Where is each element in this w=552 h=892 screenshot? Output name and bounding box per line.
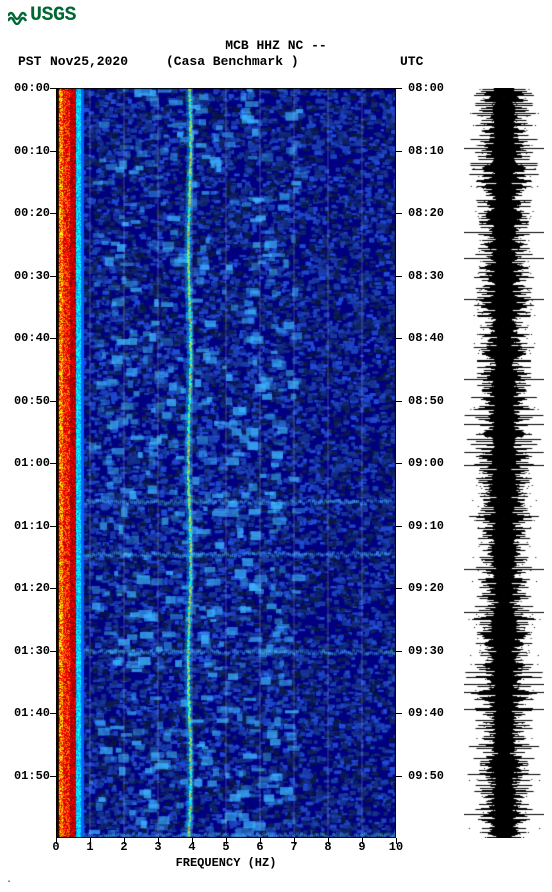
y-label-utc: 09:10: [408, 519, 458, 533]
y-label-pst: 01:20: [0, 581, 50, 595]
y-label-utc: 08:00: [408, 81, 458, 95]
date-label: Nov25,2020: [50, 54, 128, 69]
x-axis-title: FREQUENCY (HZ): [56, 856, 396, 870]
y-label-pst: 01:10: [0, 519, 50, 533]
spectrogram-plot: [56, 88, 396, 838]
y-label-utc: 09:20: [408, 581, 458, 595]
y-label-pst: 01:00: [0, 456, 50, 470]
waveform-plot: [464, 88, 544, 838]
y-label-utc: 09:40: [408, 706, 458, 720]
plot-title: MCB HHZ NC --: [0, 38, 552, 53]
y-label-utc: 08:40: [408, 331, 458, 345]
y-label-utc: 08:10: [408, 144, 458, 158]
y-label-pst: 00:20: [0, 206, 50, 220]
y-label-utc: 09:30: [408, 644, 458, 658]
y-label-pst: 00:40: [0, 331, 50, 345]
usgs-wave-icon: [8, 9, 28, 23]
y-label-pst: 00:00: [0, 81, 50, 95]
y-label-utc: 08:50: [408, 394, 458, 408]
usgs-logo: USGS: [8, 4, 76, 27]
waveform-canvas: [464, 88, 544, 838]
y-label-utc: 08:30: [408, 269, 458, 283]
y-label-utc: 09:00: [408, 456, 458, 470]
footer-mark: ·: [6, 877, 12, 888]
utc-label: UTC: [400, 54, 423, 69]
y-label-pst: 01:50: [0, 769, 50, 783]
y-label-pst: 00:10: [0, 144, 50, 158]
y-label-pst: 01:30: [0, 644, 50, 658]
y-label-pst: 00:50: [0, 394, 50, 408]
y-label-pst: 01:40: [0, 706, 50, 720]
station-label: (Casa Benchmark ): [166, 54, 299, 69]
y-label-utc: 08:20: [408, 206, 458, 220]
y-label-pst: 00:30: [0, 269, 50, 283]
spectrogram-canvas: [56, 88, 396, 838]
y-label-utc: 09:50: [408, 769, 458, 783]
logo-text: USGS: [30, 4, 76, 27]
pst-label: PST: [18, 54, 41, 69]
